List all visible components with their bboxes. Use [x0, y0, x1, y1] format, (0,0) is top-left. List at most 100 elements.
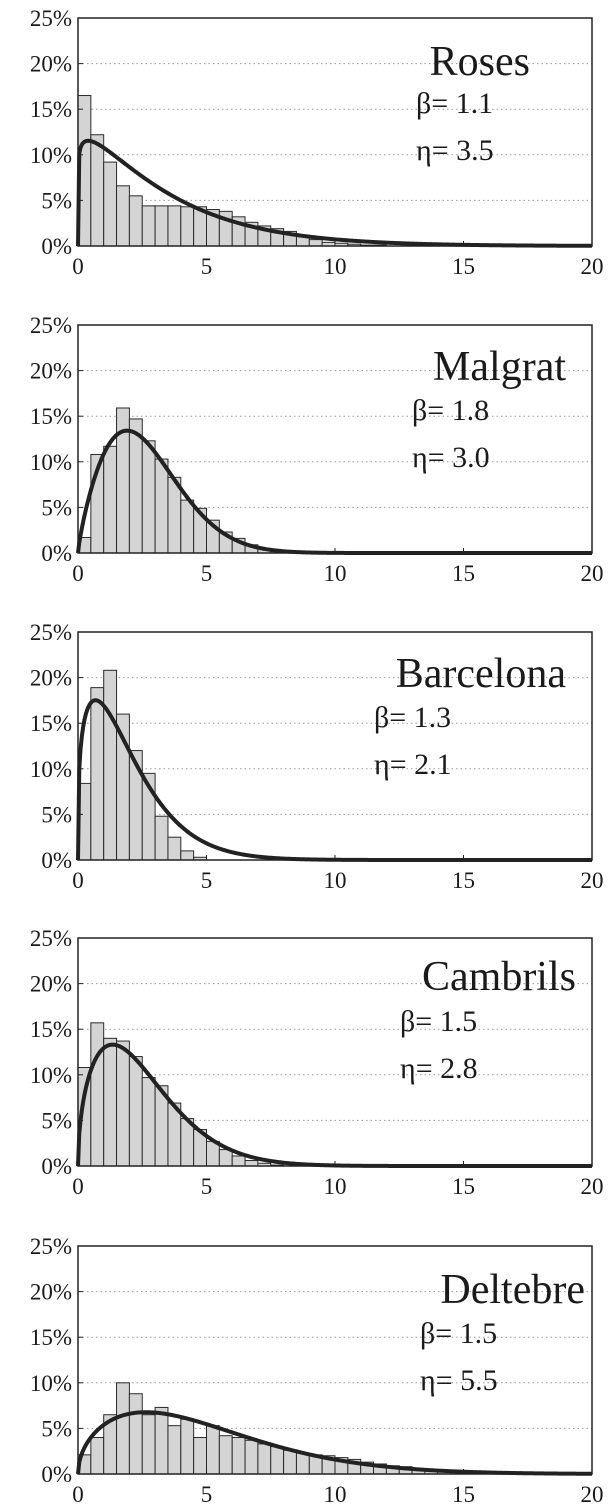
y-tick-label: 0%: [41, 1462, 72, 1487]
x-tick-label: 5: [201, 254, 213, 279]
y-tick-label: 0%: [41, 848, 72, 873]
y-tick-label: 25%: [30, 313, 72, 338]
x-tick-label: 0: [72, 868, 84, 893]
y-tick-label: 15%: [30, 1325, 72, 1350]
y-tick-label: 5%: [41, 802, 72, 827]
histogram-bar: [270, 1446, 285, 1475]
y-tick-label: 10%: [30, 143, 72, 168]
x-tick-label: 0: [72, 254, 84, 279]
x-tick-label: 20: [581, 868, 604, 893]
y-tick-label: 20%: [30, 972, 72, 997]
x-tick-label: 20: [581, 254, 604, 279]
histogram-bar: [141, 1077, 156, 1167]
y-tick-label: 25%: [30, 620, 72, 645]
histogram-bar: [308, 239, 323, 247]
x-tick-label: 20: [581, 1174, 604, 1199]
station-name: Cambrils: [422, 954, 576, 1000]
histogram-bar: [116, 1040, 130, 1167]
y-tick-label: 20%: [30, 666, 72, 691]
y-tick-label: 25%: [30, 6, 72, 31]
histogram-bar: [128, 1056, 143, 1167]
y-tick-label: 5%: [41, 1108, 72, 1133]
eta-annotation: η= 5.5: [420, 1364, 498, 1397]
histogram-bar: [206, 1425, 220, 1475]
y-tick-label: 0%: [41, 234, 72, 259]
y-tick-label: 20%: [30, 1280, 72, 1305]
eta-annotation: η= 3.0: [412, 441, 490, 474]
histogram-bar: [180, 1418, 195, 1475]
histogram-bar: [103, 445, 118, 554]
histogram-bar: [116, 1382, 130, 1475]
x-tick-label: 0: [72, 1174, 84, 1199]
histogram-bar: [244, 1160, 259, 1167]
histogram-bar: [128, 418, 143, 554]
histogram-bar: [180, 850, 195, 861]
y-tick-label: 0%: [41, 1154, 72, 1179]
weibull-fit-curve: [76, 1410, 593, 1476]
histogram-bar: [218, 1149, 233, 1167]
histogram-bar: [90, 1022, 105, 1167]
histogram-bar: [90, 134, 105, 247]
beta-annotation: β= 1.1: [416, 87, 493, 120]
x-tick-label: 10: [324, 561, 347, 586]
y-tick-label: 25%: [30, 1234, 72, 1259]
x-tick-label: 20: [581, 561, 604, 586]
x-tick-label: 15: [452, 254, 475, 279]
station-name: Malgrat: [433, 344, 566, 390]
histogram-bar: [193, 1437, 207, 1475]
histogram-bar: [231, 1437, 246, 1475]
x-tick-label: 15: [452, 868, 475, 893]
histogram-bar: [257, 1443, 272, 1475]
y-tick-label: 0%: [41, 541, 72, 566]
y-tick-label: 5%: [41, 495, 72, 520]
histogram-bar: [128, 1393, 143, 1475]
histogram-bar: [218, 1435, 233, 1475]
eta-annotation: η= 2.8: [400, 1052, 478, 1085]
histogram-bar: [283, 1449, 297, 1475]
y-tick-label: 10%: [30, 450, 72, 475]
y-tick-label: 10%: [30, 757, 72, 782]
histogram-bar: [244, 1439, 259, 1475]
x-tick-label: 0: [72, 561, 84, 586]
station-name: Barcelona: [396, 651, 567, 697]
y-tick-label: 25%: [30, 926, 72, 951]
histogram-bar: [167, 205, 182, 247]
y-tick-label: 20%: [30, 52, 72, 77]
x-tick-label: 5: [201, 868, 213, 893]
histogram-bar: [116, 185, 130, 247]
station-name: Roses: [430, 39, 530, 85]
histogram-bar: [231, 1155, 246, 1167]
histogram-bar: [167, 836, 182, 861]
histogram-bar: [295, 1452, 310, 1475]
y-tick-label: 15%: [30, 97, 72, 122]
beta-annotation: β= 1.3: [374, 701, 451, 734]
eta-annotation: η= 3.5: [416, 134, 494, 167]
histogram-bar: [141, 440, 156, 554]
histogram-bar: [154, 815, 169, 861]
x-tick-label: 5: [201, 561, 213, 586]
x-tick-label: 10: [324, 254, 347, 279]
panel-deltebre: 0% 5% 10% 15% 20% 25% 0 5 10 15 20 Deltebre β= 1.5 η=…: [30, 1234, 604, 1507]
y-tick-label: 5%: [41, 1416, 72, 1441]
x-tick-label: 15: [452, 561, 475, 586]
y-tick-label: 10%: [30, 1063, 72, 1088]
beta-annotation: β= 1.5: [400, 1005, 477, 1038]
x-tick-label: 0: [72, 1482, 84, 1507]
y-tick-label: 15%: [30, 1017, 72, 1042]
x-tick-label: 10: [324, 1174, 347, 1199]
beta-annotation: β= 1.8: [412, 394, 489, 427]
x-tick-label: 20: [581, 1482, 604, 1507]
y-tick-label: 15%: [30, 404, 72, 429]
y-tick-label: 10%: [30, 1371, 72, 1396]
histogram-bar: [180, 206, 195, 247]
panel-barcelona: 0% 5% 10% 15% 20% 25% 0 5 10 15 20 Barcelona β= 1.3 η…: [30, 620, 604, 893]
panel-cambrils: 0% 5% 10% 15% 20% 25% 0 5 10 15 20 Cambrils β= 1.5 η=…: [30, 926, 604, 1199]
histogram-bar: [141, 205, 156, 247]
histogram-bar: [154, 205, 169, 247]
histogram-bar: [103, 161, 118, 247]
histogram-bar: [167, 1425, 182, 1475]
histogram-bar: [90, 1437, 105, 1475]
x-tick-label: 10: [324, 868, 347, 893]
